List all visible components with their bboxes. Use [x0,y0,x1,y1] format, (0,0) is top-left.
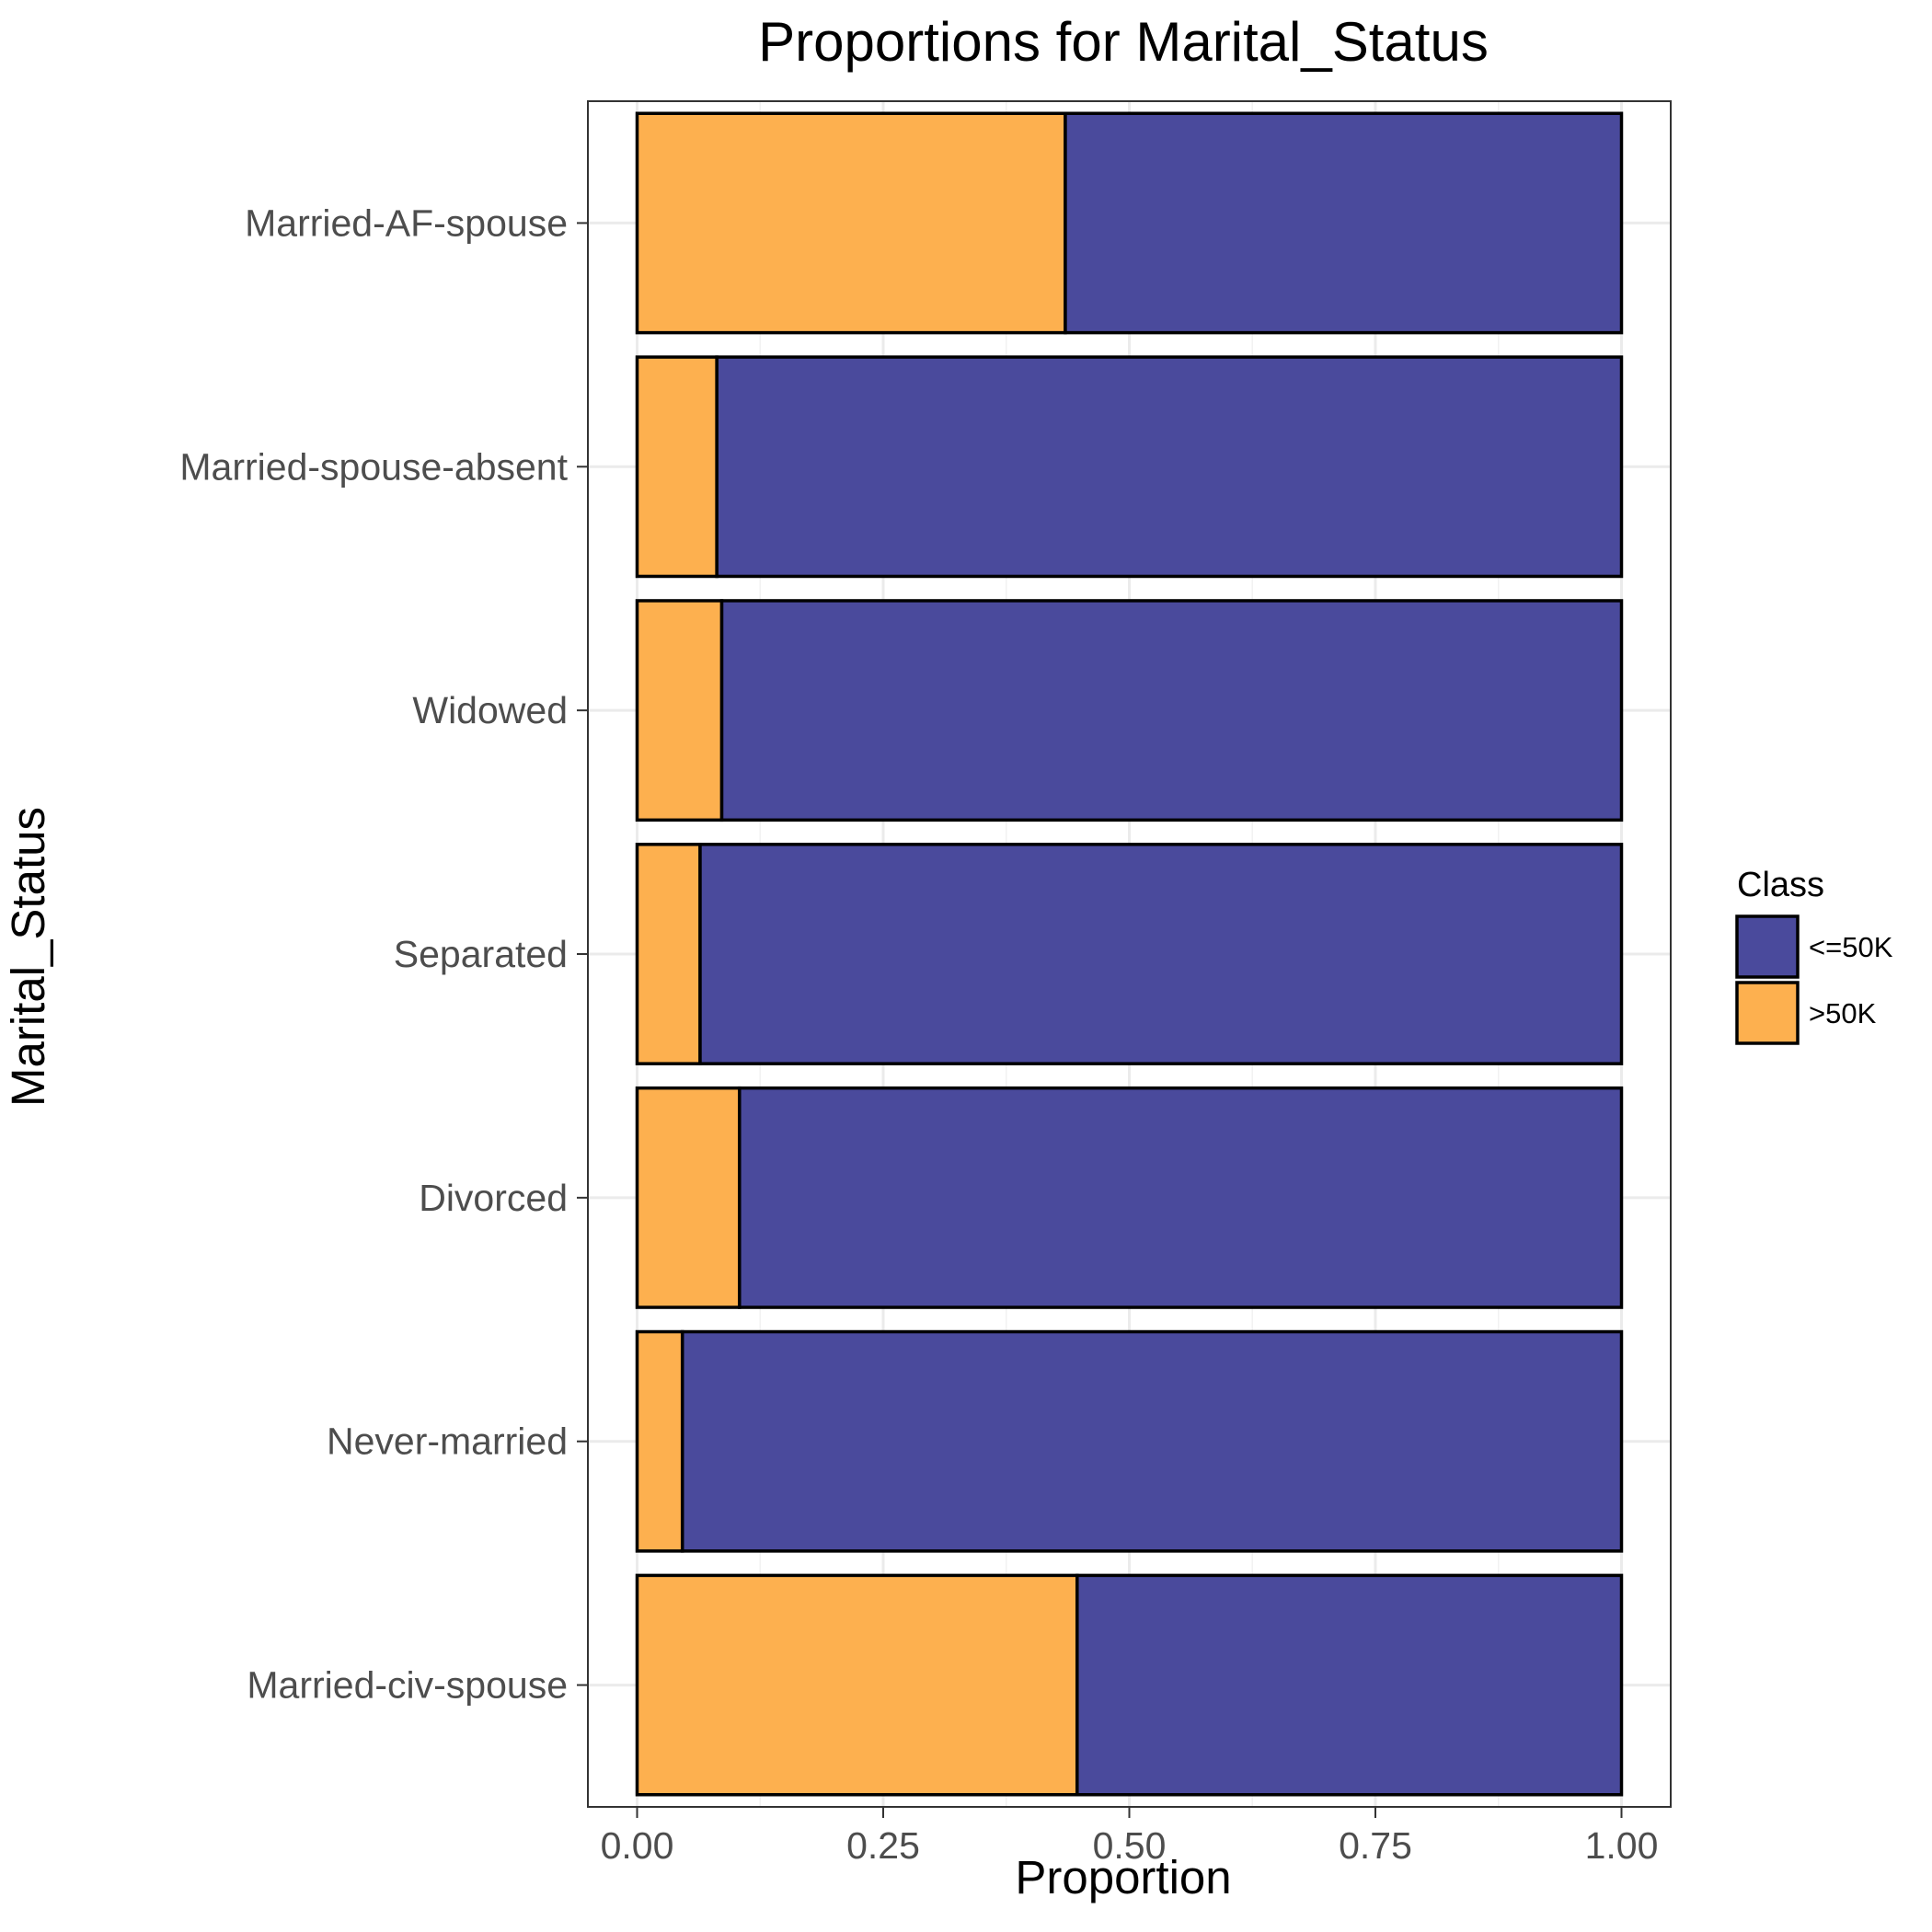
bar-segment [1064,111,1624,335]
bar-segment [635,599,724,822]
y-tick-label: Never-married [327,1420,568,1463]
y-tick-label: Married-spouse-absent [179,445,568,488]
legend-title: Class [1737,866,1824,904]
chart-title: Proportions for Marital_Status [758,11,1489,73]
x-tick-label: 1.00 [1585,1824,1659,1867]
y-tick-label: Separated [394,933,568,975]
bar-segment [715,355,1624,579]
x-tick-label: 0.50 [1093,1824,1167,1867]
legend-label: >50K [1809,997,1877,1029]
bar-segment [719,599,1624,822]
y-axis-title: Marital_Status [2,807,54,1107]
bar-segment [698,843,1624,1065]
x-tick-label: 0.75 [1339,1824,1412,1867]
bar-segment [635,1329,684,1553]
bar-segment [635,1573,1079,1797]
y-tick-label: Married-AF-spouse [245,201,568,244]
x-axis: 0.00 0.25 0.50 0.75 1.00 [601,1807,1659,1867]
y-tick-label: Married-civ-spouse [247,1664,568,1707]
bar-segment [635,355,719,579]
bars [635,111,1624,1797]
x-axis-title: Proportion [1015,1851,1231,1903]
bar-segment [738,1086,1624,1309]
y-tick-label: Divorced [419,1177,568,1219]
bar-segment [635,111,1067,335]
legend-label: <=50K [1809,931,1893,963]
x-tick-label: 0.00 [601,1824,674,1867]
x-tick-label: 0.25 [846,1824,920,1867]
y-axis: Married-AF-spouse Married-spouse-absent Wi… [179,201,588,1707]
legend-key [1735,981,1800,1045]
y-tick-label: Widowed [412,689,568,731]
legend: Class <=50K >50K [1735,866,1893,1045]
legend-key [1735,914,1800,979]
bar-segment [1075,1573,1624,1797]
bar-segment [635,1086,742,1309]
bar-segment [635,843,702,1065]
bar-segment [680,1329,1624,1553]
